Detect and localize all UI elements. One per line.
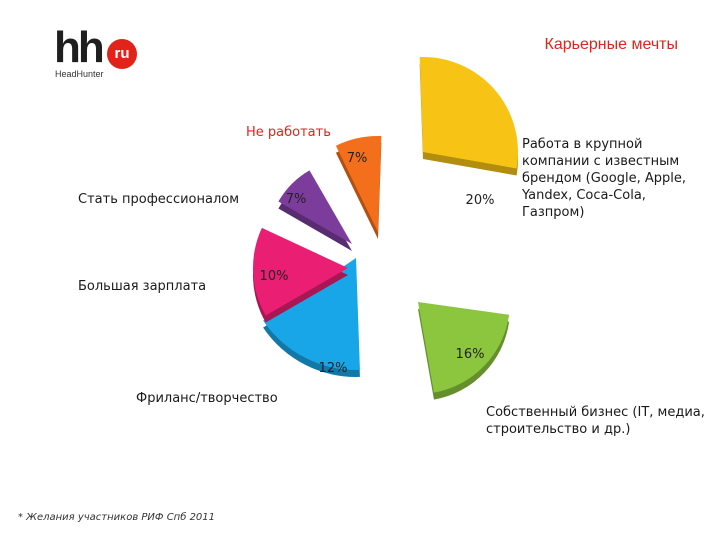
label-big-salary: Большая зарплата <box>78 279 207 294</box>
pie-slice <box>263 258 360 370</box>
label-become-professional: Стать профессионалом <box>78 192 240 207</box>
pie-percent-label: 7% <box>347 151 368 166</box>
pie-percent-label: 7% <box>286 192 307 207</box>
pie-percent-label: 10% <box>260 269 289 284</box>
pie-percent-label: 16% <box>456 347 485 362</box>
footnote: * Желания участников РИФ Спб 2011 <box>18 512 216 523</box>
pie-percent-label: 20% <box>466 193 495 208</box>
pie-percent-label: 12% <box>319 361 348 376</box>
pie-slice <box>419 57 519 169</box>
logo-ru-badge: ru <box>107 39 137 69</box>
label-own-business: Собственный бизнес (IT, медиа, строитель… <box>486 405 705 437</box>
label-brand-company: Работа в крупной компании с известным бр… <box>522 137 686 220</box>
headhunter-logo: hh ru HeadHunter <box>54 26 150 82</box>
logo-subtitle: HeadHunter <box>55 69 104 79</box>
label-freelance: Фриланс/творчество <box>136 391 278 406</box>
page-title: Карьерные мечты <box>544 36 678 53</box>
logo-hh-text: hh <box>54 23 105 72</box>
pie-slice <box>335 136 382 232</box>
pie-slice <box>253 227 348 316</box>
pie-slice <box>418 302 510 393</box>
pie-percent-labels: 20% 16% 12% 10% 7% 7% <box>260 151 495 376</box>
pie-slices <box>253 57 519 400</box>
label-not-work: Не работать <box>246 125 331 140</box>
pie-slice <box>278 170 352 244</box>
